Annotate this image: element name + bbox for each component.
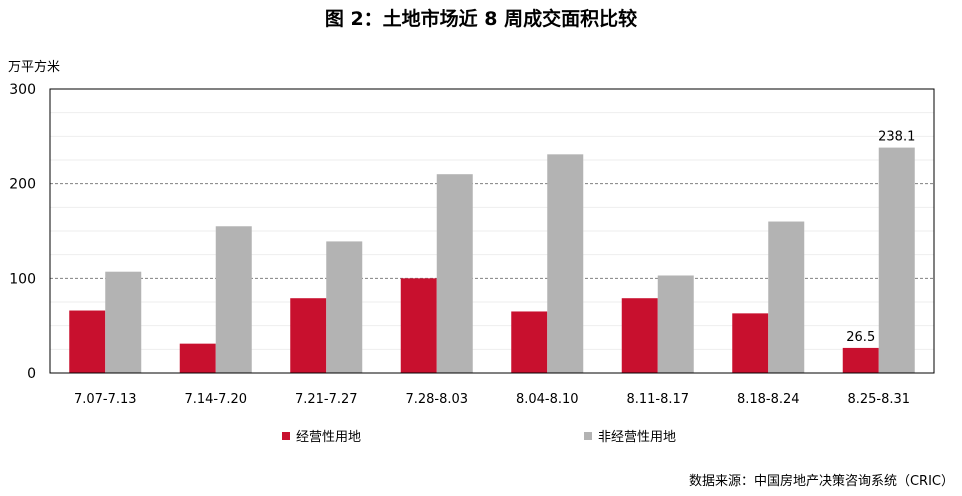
y-tick-label-1: 100	[9, 271, 36, 287]
bar-operating-2	[290, 298, 327, 373]
x-tick-label-4: 8.04-8.10	[516, 392, 579, 407]
x-tick-label-6: 8.18-8.24	[737, 392, 800, 407]
legend-swatch-operating	[282, 431, 290, 440]
source-note: 数据来源：中国房地产决策咨询系统（CRIC）	[688, 474, 954, 489]
legend: 经营性用地 非经营性用地	[0, 426, 962, 446]
bar-operating-0	[69, 310, 106, 373]
bar-chart: 0 100 200 300 7.07-7.13 7.14-7.20 7.21-7.27 7.2…	[9, 82, 935, 407]
x-tick-label-7: 8.25-8.31	[847, 392, 910, 407]
legend-swatch-non-operating	[584, 431, 592, 440]
x-tick-label-1: 7.14-7.20	[184, 392, 247, 407]
bar-non-operating-3	[436, 174, 473, 373]
data-label-1: 238.1	[878, 130, 915, 145]
x-tick-label-2: 7.21-7.27	[295, 392, 358, 407]
legend-item-non-operating: 非经营性用地	[584, 426, 676, 445]
bar-operating-3	[400, 278, 437, 373]
x-tick-label-5: 8.11-8.17	[626, 392, 689, 407]
bar-non-operating-4	[547, 154, 584, 373]
bar-non-operating-1	[215, 226, 252, 373]
bar-non-operating-6	[768, 221, 805, 373]
labels-layer: 26.5 238.1	[846, 130, 915, 345]
chart-title: 图 2：土地市场近 8 周成交面积比较	[324, 8, 638, 30]
bar-operating-1	[179, 343, 216, 373]
legend-item-operating: 经营性用地	[282, 426, 361, 445]
x-tick-label-3: 7.28-8.03	[405, 392, 468, 407]
legend-label-operating: 经营性用地	[296, 430, 362, 445]
bar-operating-5	[621, 298, 658, 373]
bars-layer	[69, 147, 915, 373]
x-tick-label-0: 7.07-7.13	[74, 392, 137, 407]
bar-non-operating-0	[105, 271, 142, 373]
y-tick-label-0: 0	[27, 366, 36, 382]
bar-non-operating-2	[326, 241, 363, 373]
bar-non-operating-7	[878, 147, 915, 373]
legend-label-non-operating: 非经营性用地	[598, 430, 677, 445]
plot-frame	[49, 88, 935, 374]
bar-operating-7	[842, 347, 879, 373]
bar-non-operating-5	[657, 275, 694, 373]
data-label-0: 26.5	[846, 330, 875, 345]
axis-layer: 0 100 200 300 7.07-7.13 7.14-7.20 7.21-7.27 7.2…	[9, 82, 935, 407]
y-tick-label-3: 300	[9, 82, 36, 98]
y-axis-unit-label: 万平方米	[8, 60, 61, 75]
y-tick-label-2: 200	[9, 177, 36, 193]
bar-operating-6	[732, 313, 769, 373]
bar-operating-4	[511, 311, 548, 373]
